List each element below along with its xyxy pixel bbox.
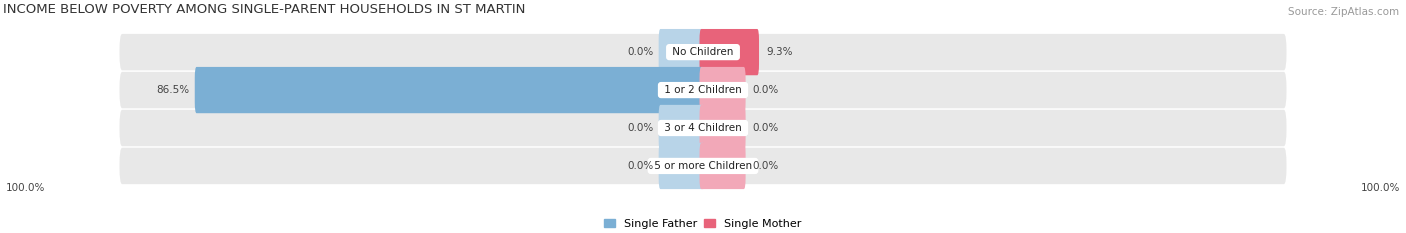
- FancyBboxPatch shape: [658, 105, 704, 151]
- FancyBboxPatch shape: [700, 29, 759, 75]
- Text: 0.0%: 0.0%: [752, 85, 779, 95]
- FancyBboxPatch shape: [120, 110, 1286, 146]
- FancyBboxPatch shape: [658, 143, 704, 189]
- Text: 100.0%: 100.0%: [1361, 183, 1400, 193]
- FancyBboxPatch shape: [700, 143, 745, 189]
- Text: 86.5%: 86.5%: [156, 85, 190, 95]
- FancyBboxPatch shape: [120, 148, 1286, 184]
- Text: 9.3%: 9.3%: [766, 47, 793, 57]
- Text: 100.0%: 100.0%: [6, 183, 45, 193]
- Text: 0.0%: 0.0%: [627, 161, 654, 171]
- Text: No Children: No Children: [669, 47, 737, 57]
- FancyBboxPatch shape: [195, 67, 704, 113]
- FancyBboxPatch shape: [700, 67, 745, 113]
- Text: 5 or more Children: 5 or more Children: [651, 161, 755, 171]
- FancyBboxPatch shape: [700, 105, 745, 151]
- Text: 0.0%: 0.0%: [627, 123, 654, 133]
- FancyBboxPatch shape: [658, 29, 704, 75]
- FancyBboxPatch shape: [120, 72, 1286, 108]
- Text: 3 or 4 Children: 3 or 4 Children: [661, 123, 745, 133]
- Text: 0.0%: 0.0%: [752, 123, 779, 133]
- Text: 0.0%: 0.0%: [752, 161, 779, 171]
- Text: 1 or 2 Children: 1 or 2 Children: [661, 85, 745, 95]
- Text: 0.0%: 0.0%: [627, 47, 654, 57]
- Text: Source: ZipAtlas.com: Source: ZipAtlas.com: [1288, 7, 1399, 17]
- FancyBboxPatch shape: [120, 34, 1286, 70]
- Text: INCOME BELOW POVERTY AMONG SINGLE-PARENT HOUSEHOLDS IN ST MARTIN: INCOME BELOW POVERTY AMONG SINGLE-PARENT…: [3, 3, 526, 16]
- Legend: Single Father, Single Mother: Single Father, Single Mother: [605, 219, 801, 229]
